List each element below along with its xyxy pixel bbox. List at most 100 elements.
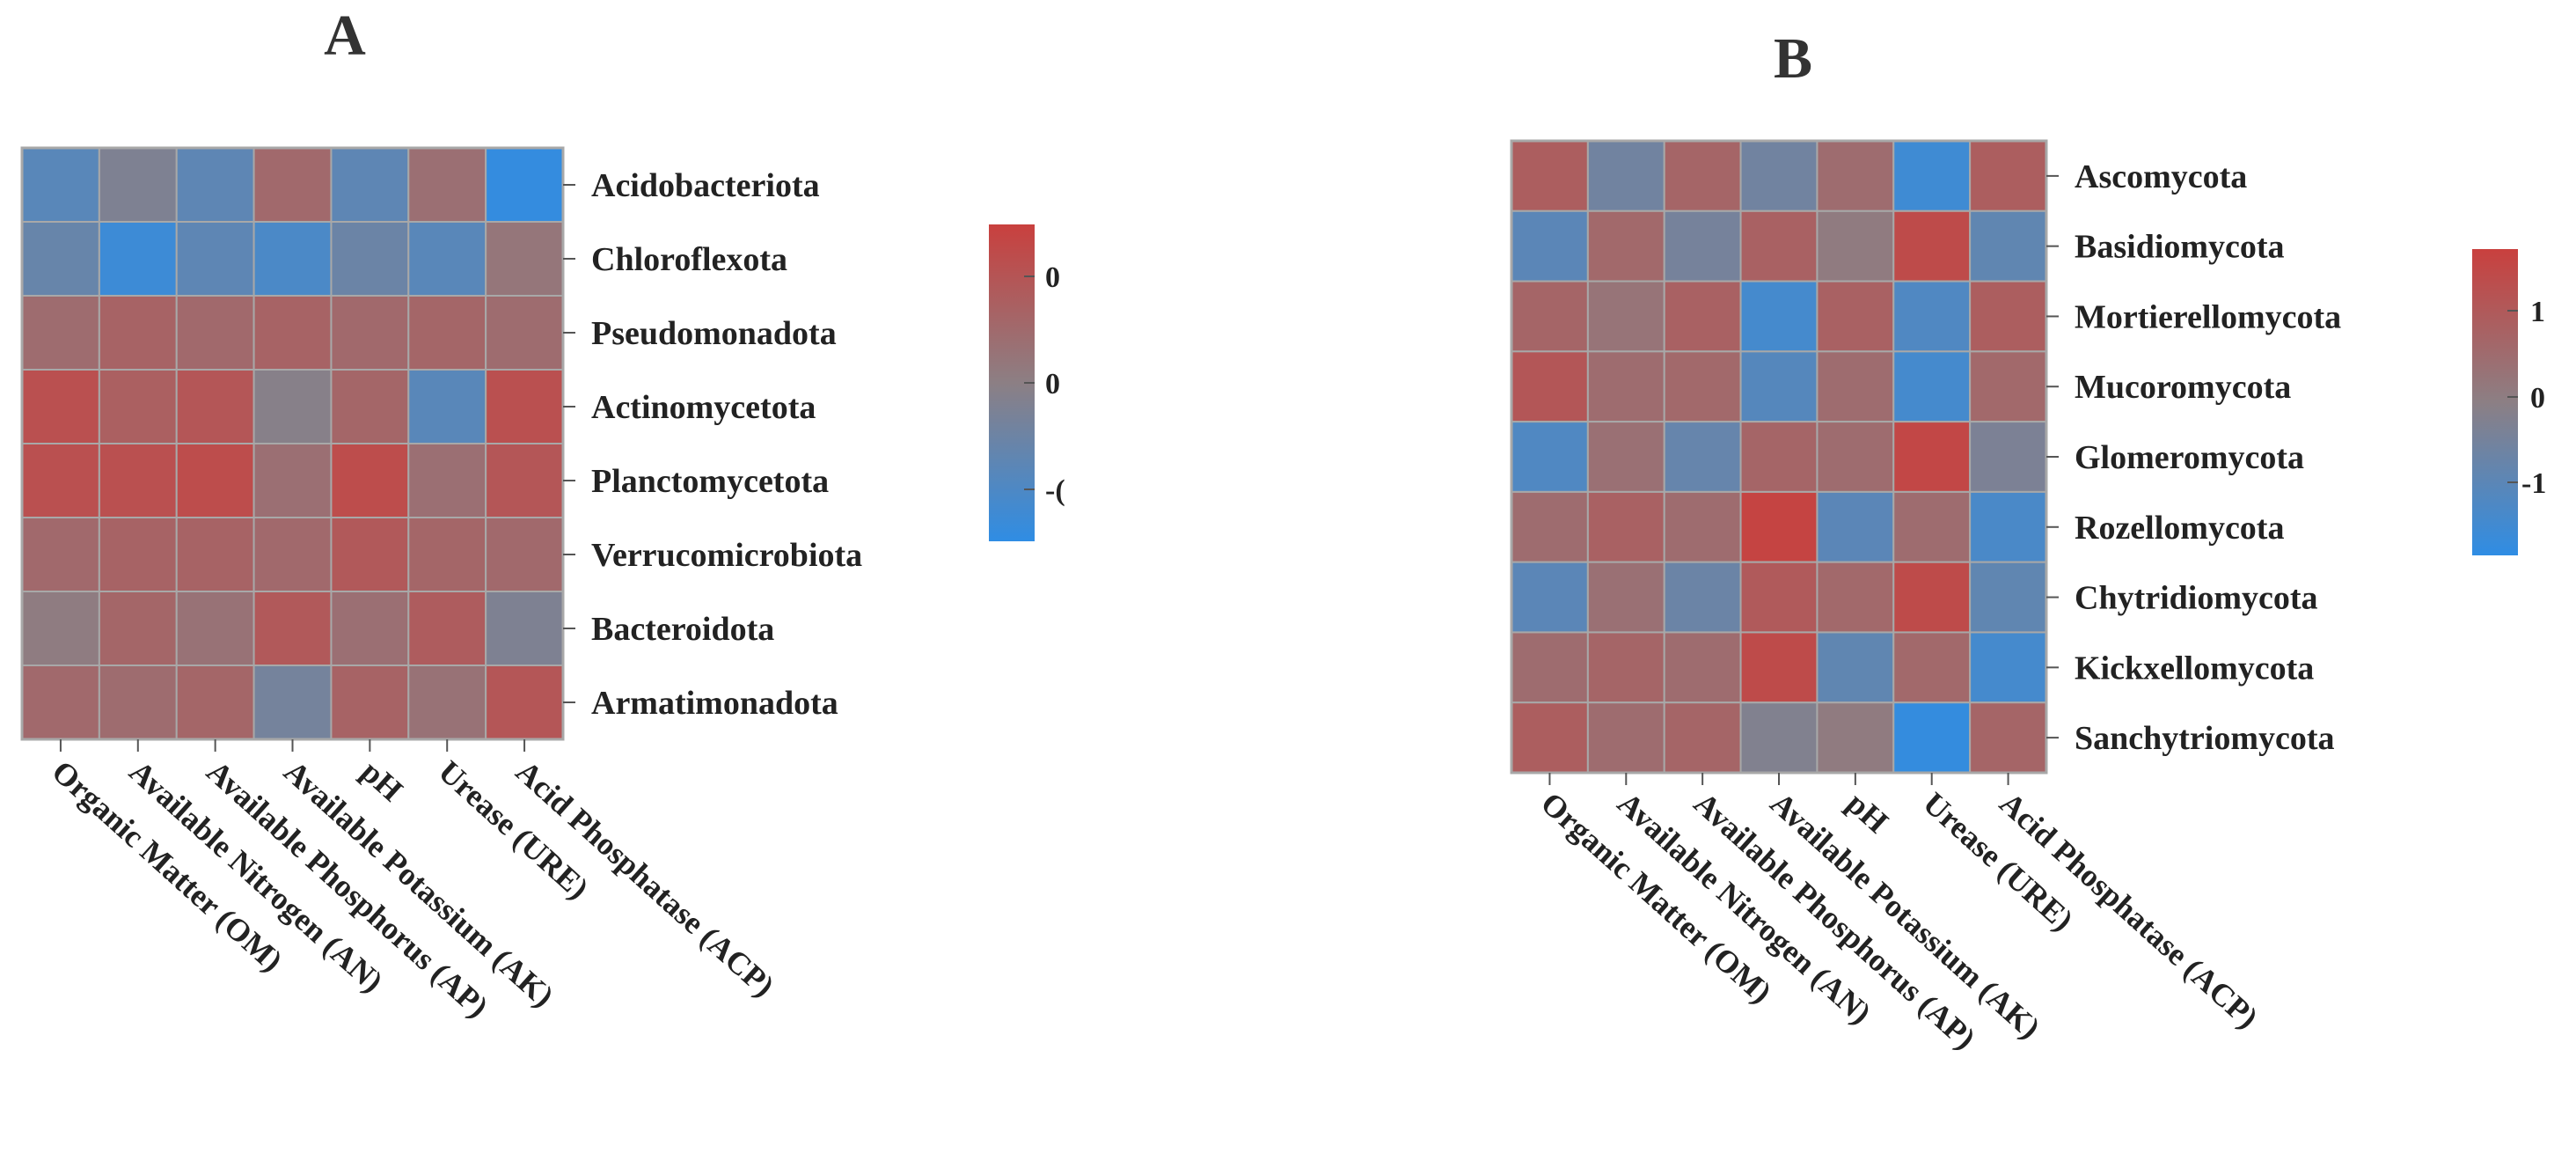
heatmap-a-cell [175,517,255,592]
heatmap-b-cell [1663,561,1742,634]
heatmap-a-row-label: Chloroflexota [591,241,787,278]
heatmap-b-cell [1511,561,1589,634]
heatmap-a-cell [252,665,333,740]
heatmap-b-cell [1816,350,1895,423]
heatmap-b-cell [1739,350,1819,423]
heatmap-a-cell [98,295,178,371]
heatmap-b-cell [1586,209,1665,283]
heatmap-a-row-label: Pseudomonadota [591,315,837,352]
heatmap-b-cell [1511,421,1589,493]
heatmap-b-cell [1816,701,1895,774]
heatmap-a-row-label: Verrucomicrobiota [591,537,862,574]
heatmap-b-row-labels: Ascomycota Basidiomycota Mortierellomycota… [2046,158,2341,757]
heatmap-b-row-label: Kickxellomycota [2075,650,2314,687]
panel-b: B Ascomycota Basidiomycota Mortierellomyco… [1510,26,2546,1056]
heatmap-a-cell [485,369,565,444]
heatmap-b-cell [1586,631,1665,704]
heatmap-b-row-label: Sanchytriomycota [2075,720,2335,757]
heatmap-a-cell [485,665,565,740]
heatmap-b-cell [1511,280,1589,353]
heatmap-b-cell [1586,140,1665,212]
heatmap-a-cell [175,295,255,371]
heatmap-b-cell [1816,140,1895,212]
heatmap-b-cell [1892,701,1972,774]
heatmap-b-cell [1586,490,1665,563]
heatmap-a-cell [407,295,487,371]
colorbar-b-tick-label: 0 [2530,382,2545,415]
heatmap-a-cell [98,443,178,518]
colorbar-b-gradient [2472,249,2518,555]
heatmap-a-cell [407,443,487,518]
heatmap-a-cell [98,369,178,444]
colorbar-a: 0 0 -( [989,224,1065,541]
heatmap-a-cell [21,221,100,297]
heatmap-a-cell [252,517,333,592]
heatmap-b-cell [1892,280,1972,353]
heatmap-a-cells [21,147,565,740]
heatmap-b-row-label: Mucoromycota [2075,369,2291,406]
panel-a-title: A [324,4,366,68]
heatmap-b-cell [1511,350,1589,423]
heatmap-a-cell [98,517,178,592]
heatmap-a-cell [175,221,255,297]
heatmap-a-cell [330,517,410,592]
heatmap-b-cell [1816,209,1895,283]
heatmap-a-row-label: Bacteroidota [591,611,774,648]
heatmap-a-cell [175,369,255,444]
heatmap-a-cell [252,443,333,518]
heatmap-a-cell [485,295,565,371]
heatmap-a-cell [21,517,100,592]
heatmap-a-cell [252,221,333,297]
heatmap-a-cell [407,591,487,666]
heatmap-a-cell [485,517,565,592]
heatmap-a-cell [252,591,333,666]
heatmap-b-cell [1892,490,1972,563]
heatmap-a-cell [175,591,255,666]
heatmap-b-cell [1969,631,2047,704]
heatmap-b-cell [1663,631,1742,704]
heatmap-a-cell [21,147,100,223]
heatmap-a-cell [407,147,487,223]
heatmap-a-cell [407,221,487,297]
heatmap-b-cell [1663,140,1742,212]
heatmap-b-cell [1663,421,1742,493]
heatmap-b-cell [1739,209,1819,283]
heatmap-a-cell [485,221,565,297]
heatmap-a-cell [21,443,100,518]
heatmap-a-row-labels: Acidobacteriota Chloroflexota Pseudomonado… [563,167,862,722]
heatmap-b-cell [1586,280,1665,353]
heatmap-b-cell [1969,350,2047,423]
heatmap-b-cell [1586,561,1665,634]
heatmap-a-cell [21,665,100,740]
heatmap-b-cell [1739,140,1819,212]
heatmap-b-row-label: Chytridiomycota [2075,580,2318,617]
heatmap-b-cells [1511,140,2047,774]
heatmap-a-cell [252,147,333,223]
heatmap-b-cell [1816,421,1895,493]
heatmap-b-cell [1892,140,1972,212]
heatmap-a-cell [330,443,410,518]
heatmap-b-row-label: Basidiomycota [2075,229,2285,266]
heatmap-b-row-label: Glomeromycota [2075,439,2304,476]
heatmap-a-cell [407,369,487,444]
heatmap-a-cell [98,665,178,740]
heatmap-b-cell [1739,631,1819,704]
heatmap-b-cell [1511,631,1589,704]
heatmap-b-cell [1586,421,1665,493]
heatmap-a-cell [330,221,410,297]
heatmap-a-row-label: Armatimonadota [591,685,838,722]
heatmap-b-column-labels: Organic Matter (OM)Available Nitrogen (A… [1534,773,2265,1056]
heatmap-b-cell [1739,561,1819,634]
heatmap-b-cell [1663,350,1742,423]
heatmap-b-row-label: Mortierellomycota [2075,298,2341,335]
heatmap-a-cell [330,591,410,666]
heatmap-b-cell [1816,280,1895,353]
heatmap-a-cell [21,369,100,444]
colorbar-b-tick-label: -1 [2521,467,2546,500]
heatmap-b-cell [1969,490,2047,563]
heatmap-a-cell [175,665,255,740]
heatmap-b-cell [1969,561,2047,634]
heatmap-a-cell [21,295,100,371]
panel-b-title: B [1774,26,1812,91]
